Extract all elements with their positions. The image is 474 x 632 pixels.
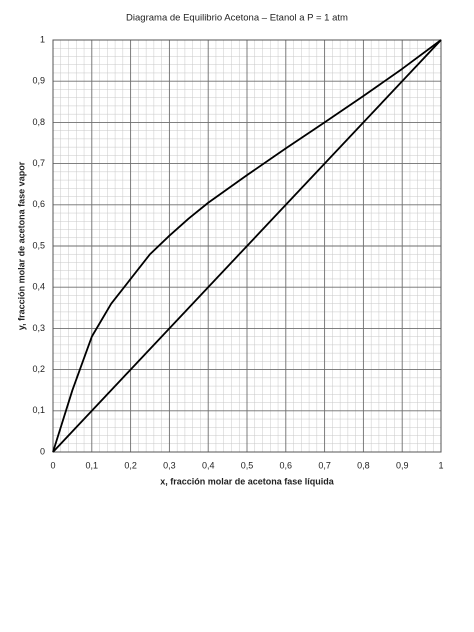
x-tick-label: 1 [438,460,443,470]
x-tick-label: 0,4 [202,460,215,470]
y-tick-label: 1 [40,34,45,44]
data-line [52,39,442,453]
x-axis-label: x, fracción molar de acetona fase líquid… [160,476,335,486]
y-tick-label: 0 [40,446,45,456]
x-tick-label: 0,1 [86,460,99,470]
x-tick-label: 0,6 [280,460,293,470]
x-tick-label: 0,3 [163,460,176,470]
plot-frame [52,39,442,453]
y-tick-label: 0,2 [32,364,45,374]
data-line [52,39,442,453]
x-tick-label: 0,2 [124,460,137,470]
y-tick-label: 0,3 [32,323,45,333]
y-axis-label: y, fracción molar de acetona fase vapor [16,161,26,330]
y-tick-label: 0,4 [32,282,45,292]
y-tick-label: 0,6 [32,199,45,209]
y-tick-label: 0,8 [32,117,45,127]
x-tick-label: 0 [50,460,55,470]
y-tick-label: 0,7 [32,158,45,168]
x-tick-label: 0,9 [396,460,409,470]
y-tick-label: 0,1 [32,405,45,415]
x-tick-label: 0,5 [241,460,254,470]
y-tick-label: 0,9 [32,76,45,86]
y-tick-label: 0,5 [32,240,45,250]
chart-title: Diagrama de Equilibrio Acetona – Etanol … [126,13,348,24]
x-tick-label: 0,8 [357,460,370,470]
x-tick-label: 0,7 [318,460,331,470]
